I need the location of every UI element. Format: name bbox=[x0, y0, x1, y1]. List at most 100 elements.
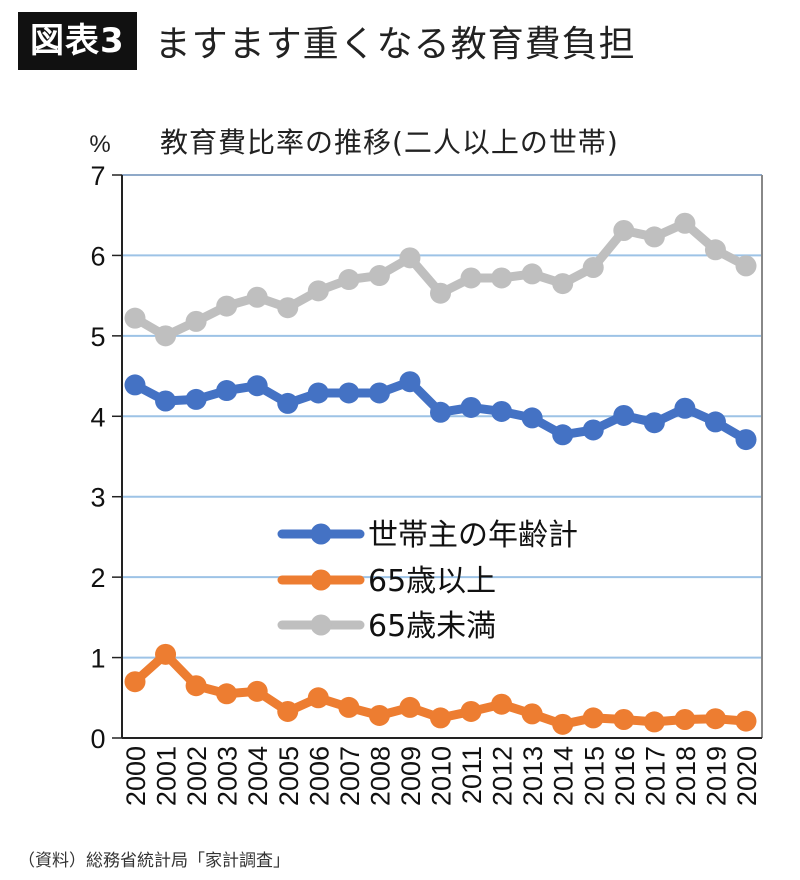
data-point bbox=[124, 374, 146, 396]
legend-label: 世帯主の年齢計 bbox=[368, 518, 578, 553]
data-point bbox=[521, 263, 543, 285]
data-point bbox=[338, 696, 360, 718]
data-point bbox=[185, 675, 207, 697]
data-point bbox=[491, 693, 513, 715]
y-tick-label: 3 bbox=[90, 483, 105, 513]
x-tick-label: 2003 bbox=[213, 746, 243, 806]
legend-label: 65歳未満 bbox=[368, 609, 496, 644]
data-point bbox=[643, 226, 665, 248]
data-point bbox=[368, 704, 390, 726]
data-point bbox=[491, 267, 513, 289]
data-point bbox=[735, 710, 757, 732]
data-point bbox=[643, 412, 665, 434]
data-point bbox=[430, 282, 451, 304]
data-point bbox=[582, 256, 604, 278]
data-point bbox=[521, 407, 543, 429]
data-point bbox=[491, 400, 513, 422]
data-point bbox=[185, 388, 207, 410]
data-point bbox=[674, 709, 696, 731]
x-tick-label: 2001 bbox=[152, 746, 182, 806]
data-point bbox=[460, 267, 482, 289]
y-tick-label: 0 bbox=[90, 724, 105, 754]
data-point bbox=[674, 212, 696, 234]
data-point bbox=[460, 700, 482, 722]
data-point bbox=[246, 286, 268, 308]
data-point bbox=[430, 401, 451, 423]
x-tick-label: 2010 bbox=[427, 746, 457, 806]
data-point bbox=[735, 429, 757, 451]
data-point bbox=[185, 310, 207, 332]
legend-marker bbox=[310, 569, 332, 591]
data-point bbox=[582, 707, 604, 729]
data-point bbox=[155, 325, 177, 347]
data-point bbox=[246, 680, 268, 702]
data-point bbox=[277, 297, 299, 319]
data-point bbox=[368, 265, 390, 287]
data-point bbox=[399, 247, 421, 269]
data-point bbox=[704, 239, 726, 261]
data-point bbox=[124, 671, 146, 693]
x-tick-label: 2015 bbox=[579, 746, 609, 806]
data-point bbox=[674, 397, 696, 419]
x-tick-label: 2009 bbox=[396, 746, 426, 806]
data-point bbox=[704, 411, 726, 433]
legend-marker bbox=[310, 523, 332, 545]
data-point bbox=[124, 307, 146, 329]
data-point bbox=[613, 709, 635, 731]
data-point bbox=[216, 683, 238, 705]
legend-marker bbox=[310, 614, 332, 636]
x-tick-label: 2018 bbox=[671, 746, 701, 806]
data-point bbox=[155, 390, 177, 412]
data-point bbox=[368, 382, 390, 404]
data-point bbox=[643, 711, 665, 733]
data-point bbox=[246, 375, 268, 397]
figure-badge: 図表3 bbox=[18, 12, 137, 70]
x-tick-label: 2011 bbox=[457, 746, 487, 804]
x-tick-label: 2007 bbox=[335, 746, 365, 806]
figure-header: 図表3 ますます重くなる教育費負担 bbox=[18, 12, 636, 70]
x-tick-label: 2008 bbox=[365, 746, 395, 806]
data-point bbox=[582, 419, 604, 441]
data-point bbox=[460, 396, 482, 418]
data-point bbox=[155, 643, 177, 665]
data-point bbox=[552, 424, 574, 446]
data-point bbox=[216, 295, 238, 317]
data-point bbox=[399, 371, 421, 393]
data-point bbox=[216, 380, 238, 402]
y-tick-label: 6 bbox=[90, 241, 105, 271]
data-point bbox=[399, 696, 421, 718]
data-point bbox=[521, 703, 543, 725]
x-tick-label: 2013 bbox=[518, 746, 548, 806]
figure-title: ますます重くなる教育費負担 bbox=[154, 24, 636, 65]
y-axis-unit-label: % bbox=[89, 131, 110, 158]
x-tick-label: 2020 bbox=[732, 746, 762, 806]
y-tick-label: 1 bbox=[90, 644, 105, 674]
data-point bbox=[552, 273, 574, 295]
x-tick-label: 2014 bbox=[549, 746, 579, 806]
y-tick-label: 5 bbox=[90, 322, 105, 352]
x-tick-label: 2004 bbox=[243, 746, 273, 806]
y-tick-label: 7 bbox=[90, 161, 105, 191]
x-tick-label: 2012 bbox=[488, 746, 518, 806]
data-point bbox=[307, 687, 329, 709]
y-tick-label: 4 bbox=[90, 402, 105, 432]
data-point bbox=[735, 255, 757, 277]
data-point bbox=[277, 392, 299, 414]
x-tick-label: 2016 bbox=[610, 746, 640, 806]
data-point bbox=[552, 713, 574, 735]
x-tick-label: 2006 bbox=[304, 746, 334, 806]
data-point bbox=[613, 219, 635, 241]
legend-label: 65歳以上 bbox=[368, 564, 496, 599]
y-tick-label: 2 bbox=[90, 563, 105, 593]
chart-title: 教育費比率の推移(二人以上の世帯) bbox=[160, 126, 619, 159]
x-tick-label: 2017 bbox=[640, 746, 670, 806]
data-point bbox=[277, 700, 299, 722]
data-point bbox=[307, 280, 329, 302]
data-point bbox=[307, 382, 329, 404]
data-point bbox=[338, 269, 360, 291]
x-tick-label: 2005 bbox=[274, 746, 304, 806]
data-point bbox=[338, 382, 360, 404]
source-note: （資料）総務省統計局「家計調査」 bbox=[18, 851, 290, 871]
data-point bbox=[430, 707, 451, 729]
